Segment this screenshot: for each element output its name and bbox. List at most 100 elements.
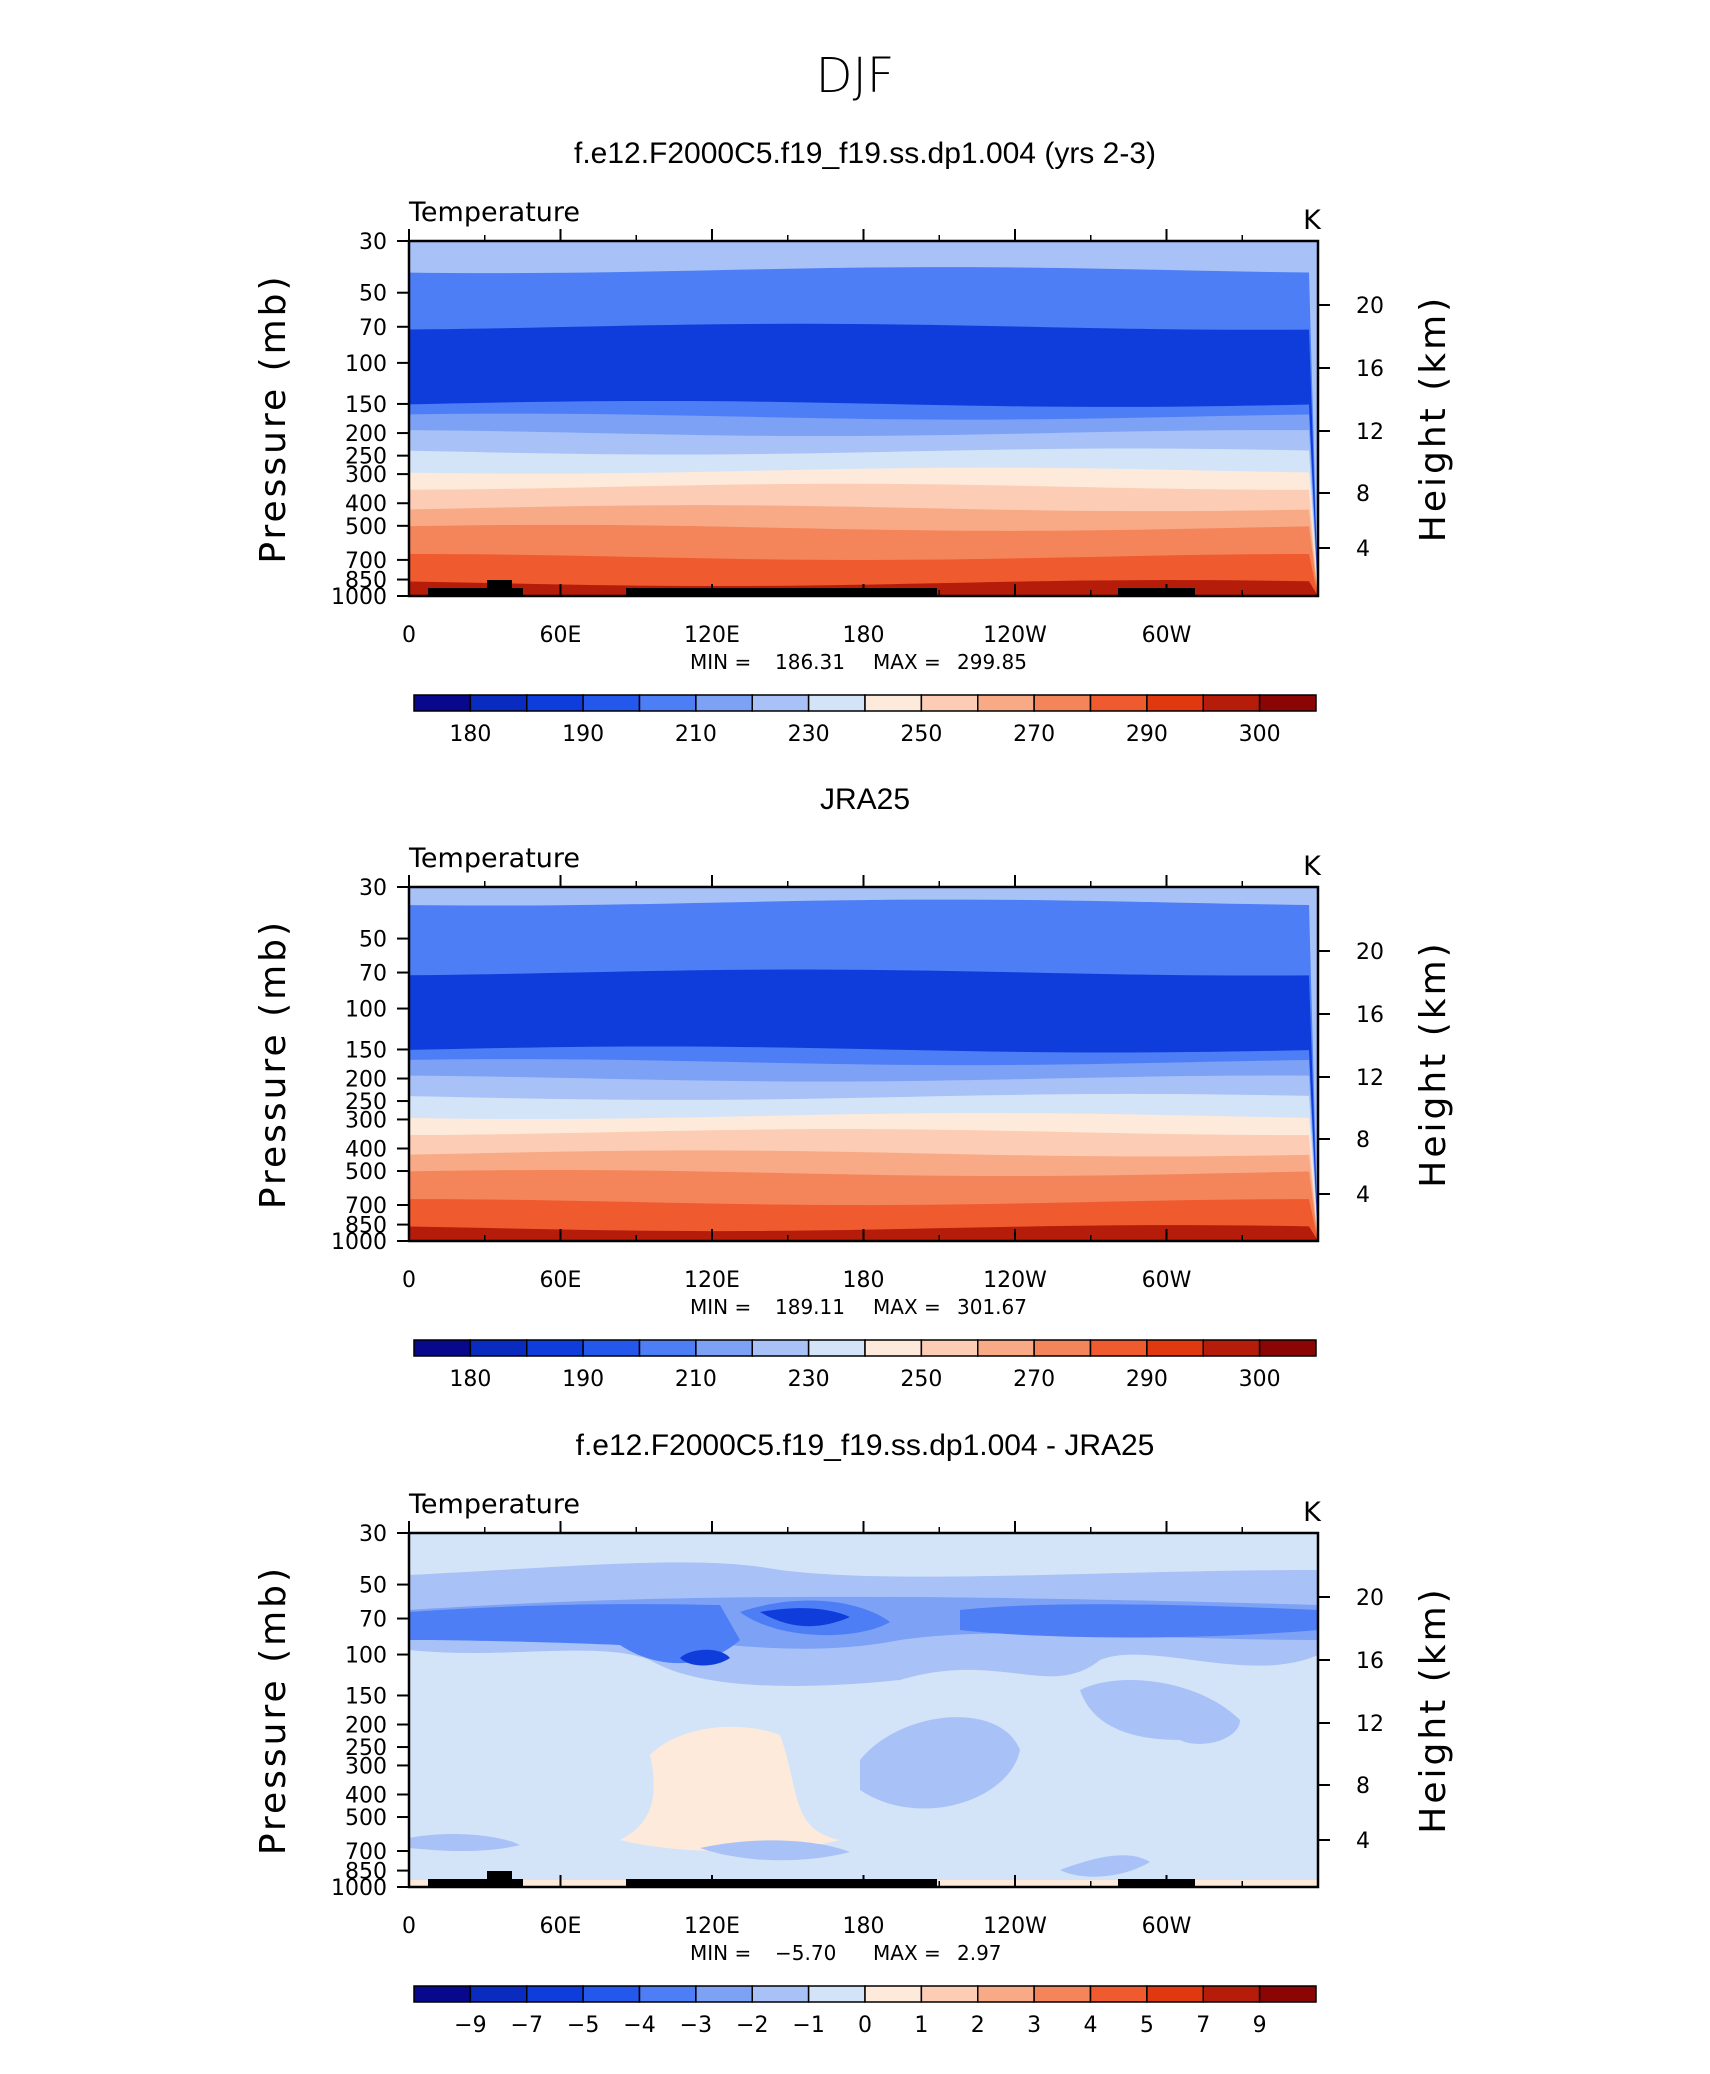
panel-title: JRA25	[820, 783, 910, 816]
colorbar-box	[413, 1985, 472, 2003]
y2-axis-label: Height (km)	[1413, 940, 1454, 1187]
y-tick-label: 500	[345, 1806, 387, 1831]
colorbar-box	[1258, 1985, 1317, 2003]
x-tick-label: 60E	[540, 1914, 582, 1939]
topography	[428, 1879, 523, 1887]
y-tick-label: 850	[345, 569, 387, 594]
y2-tick-label: 8	[1356, 1128, 1370, 1153]
colorbar-box	[582, 1339, 641, 1357]
y-axis-label: Pressure (mb)	[253, 273, 294, 563]
y-tick-label: 70	[359, 962, 387, 987]
x-tick-label: 60W	[1142, 623, 1192, 648]
y-tick-label: 300	[345, 1754, 387, 1779]
colorbar-label: 0	[858, 2013, 872, 2038]
colorbar-box	[977, 1985, 1035, 2003]
y-tick-label: 400	[345, 1137, 387, 1162]
colorbar-label: 190	[562, 1367, 604, 1392]
y2-tick-label: 20	[1356, 940, 1384, 965]
y-tick-label: 30	[359, 1522, 387, 1547]
y-tick-label: 50	[359, 928, 387, 953]
colorbar-label: −2	[736, 2013, 768, 2038]
colorbar-label: 300	[1239, 1367, 1281, 1392]
colorbar-label: 230	[788, 722, 830, 747]
plot-area	[409, 1533, 1318, 1887]
colorbar-box	[751, 1985, 810, 2003]
colorbar-box	[920, 1339, 979, 1357]
x-tick-label: 120E	[684, 1268, 740, 1293]
y-tick-label: 1000	[331, 1876, 387, 1901]
y2-axis-label: Height (km)	[1413, 1586, 1454, 1833]
colorbar-label: 190	[562, 722, 604, 747]
colorbar-label: 300	[1239, 722, 1281, 747]
x-tick-label: 180	[843, 1914, 885, 1939]
panel-units: K	[1303, 205, 1322, 236]
colorbar-label: −7	[511, 2013, 543, 2038]
contour-region	[860, 1717, 1020, 1809]
y-tick-label: 150	[345, 1684, 387, 1709]
colorbar-box	[695, 1339, 753, 1357]
y-axis-label: Pressure (mb)	[253, 919, 294, 1209]
contour-region	[409, 1604, 740, 1664]
y2-tick-label: 12	[1356, 1066, 1384, 1091]
topography	[487, 580, 512, 596]
colorbar-box	[469, 694, 528, 712]
colorbar-box	[638, 1985, 697, 2003]
colorbar-label: −9	[454, 2013, 486, 2038]
y-tick-label: 150	[345, 393, 387, 418]
y-tick-label: 150	[345, 1038, 387, 1063]
y2-axis-label: Height (km)	[1413, 295, 1454, 542]
panel-3: 0 60E 120E 180 120W 60W3050701001502002503004…	[253, 1429, 1454, 2038]
colorbar: 180 190 210 230 250 270 290 300	[413, 694, 1317, 747]
colorbar-box	[1033, 694, 1092, 712]
y-tick-label: 700	[345, 549, 387, 574]
colorbar-box	[638, 1339, 697, 1357]
colorbar-label: −3	[680, 2013, 712, 2038]
colorbar-box	[920, 694, 979, 712]
contour-region	[1080, 1680, 1240, 1744]
panel-left-label: Temperature	[408, 1489, 580, 1520]
colorbar-box	[1033, 1339, 1092, 1357]
colorbar-label: 2	[971, 2013, 985, 2038]
colorbar-box	[1258, 694, 1317, 712]
x-tick-label: 0	[402, 1268, 416, 1293]
contour-region	[620, 1726, 840, 1852]
min-label: MIN =	[690, 1941, 751, 1965]
x-tick-label: 120E	[684, 623, 740, 648]
y-tick-label: 70	[359, 1608, 387, 1633]
x-tick-label: 60E	[540, 623, 582, 648]
contour-region	[700, 1840, 850, 1861]
colorbar: −9 −7 −5 −4 −3 −2 −1 0 1 2 3 4 5 7 9	[413, 1985, 1317, 2038]
colorbar-box	[751, 1339, 810, 1357]
x-tick-label: 180	[843, 1268, 885, 1293]
y-tick-label: 50	[359, 282, 387, 307]
colorbar-box	[1202, 694, 1261, 712]
colorbar-box	[638, 694, 697, 712]
x-tick-label: 0	[402, 1914, 416, 1939]
colorbar-label: −1	[792, 2013, 824, 2038]
y-tick-label: 700	[345, 1840, 387, 1865]
y-tick-label: 50	[359, 1574, 387, 1599]
y2-tick-label: 4	[1356, 1183, 1370, 1208]
y-tick-label: 30	[359, 230, 387, 255]
colorbar-label: 230	[788, 1367, 830, 1392]
max-value: 299.85	[957, 650, 1027, 674]
colorbar-box	[1202, 1339, 1261, 1357]
topography	[1118, 1879, 1195, 1887]
y-tick-label: 700	[345, 1194, 387, 1219]
colorbar-box	[977, 1339, 1035, 1357]
min-value: 189.11	[775, 1295, 845, 1319]
panel-units: K	[1303, 851, 1322, 882]
x-tick-label: 180	[843, 623, 885, 648]
y2-tick-label: 20	[1356, 1586, 1384, 1611]
y2-tick-label: 4	[1356, 537, 1370, 562]
colorbar-box	[469, 1985, 528, 2003]
colorbar-label: 180	[449, 722, 491, 747]
x-tick-label: 120W	[983, 1914, 1047, 1939]
colorbar-label: −4	[623, 2013, 655, 2038]
max-value: 2.97	[957, 1941, 1002, 1965]
y2-tick-label: 20	[1356, 294, 1384, 319]
x-tick-label: 60E	[540, 1268, 582, 1293]
min-value: −5.70	[775, 1941, 836, 1965]
colorbar-box	[526, 694, 584, 712]
